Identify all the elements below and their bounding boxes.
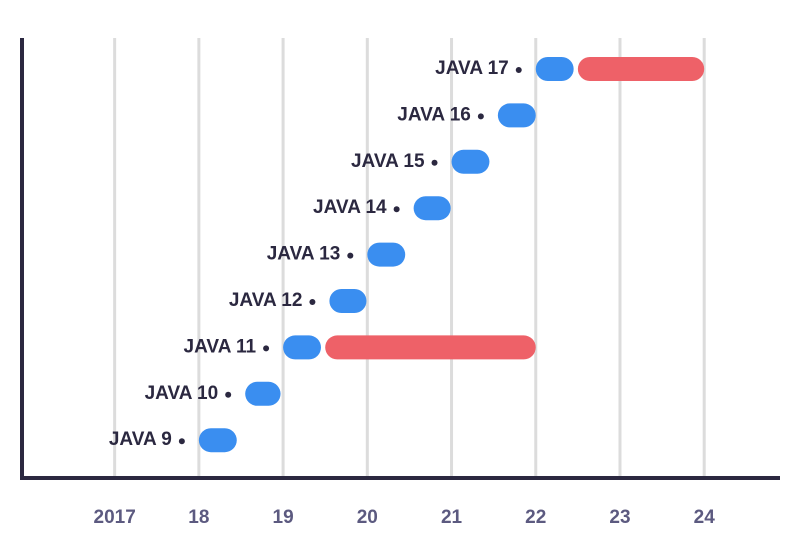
label-dot [309,299,316,305]
x-tick-label: 19 [273,507,294,528]
x-tick-label: 21 [441,507,463,528]
category-label: JAVA 13 [267,244,341,265]
category-label: JAVA 14 [313,197,387,218]
range-bar [577,57,705,81]
range-bar [329,289,367,313]
x-tick-label: 20 [357,507,378,528]
range-bar [413,196,451,221]
label-dot [431,159,438,166]
category-label: JAVA 17 [435,58,509,79]
x-tick-label: 22 [525,507,546,528]
range-bar [451,149,490,174]
range-bar [367,242,406,267]
x-tick-label: 2017 [94,507,136,528]
label-dot [477,113,484,120]
category-label: JAVA 15 [351,151,425,172]
x-tick-label: 23 [609,507,630,528]
category-label: JAVA 10 [145,383,219,404]
category-label: JAVA 9 [109,429,172,450]
label-dot [263,345,270,352]
range-bar [283,335,321,360]
range-bar [497,103,536,128]
label-dot [347,252,354,259]
range-bar [535,57,574,81]
category-label: JAVA 12 [229,290,303,311]
x-tick-label: 24 [694,507,716,528]
x-tick-label: 18 [188,507,209,528]
label-dot [178,438,185,445]
category-label: JAVA 11 [184,336,257,357]
range-bar [198,428,237,453]
label-dot [225,391,232,398]
category-label: JAVA 16 [397,104,471,125]
range-bar [325,335,536,360]
label-dot [393,206,400,213]
range-bar [245,381,281,406]
label-dot [515,67,522,73]
